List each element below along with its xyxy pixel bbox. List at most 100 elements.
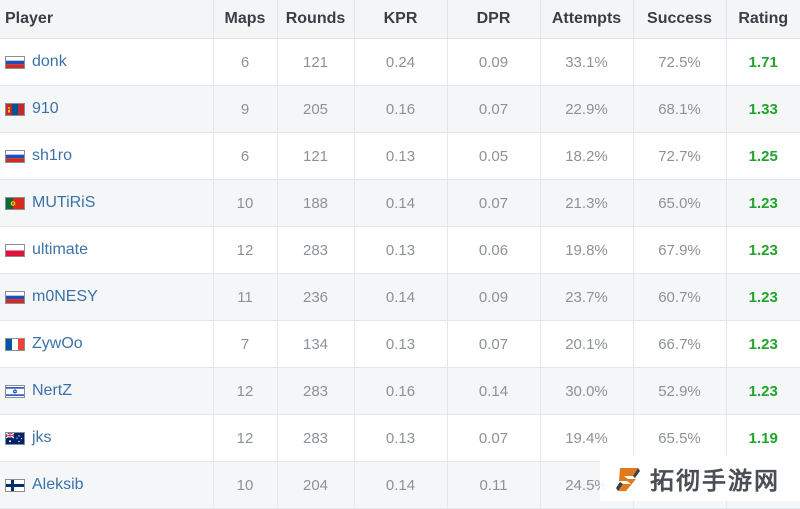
rating-cell: 1.19 — [726, 414, 800, 462]
success-cell: 67.9% — [633, 226, 727, 274]
attempts-cell: 33.1% — [540, 38, 634, 86]
rating-cell: 1.25 — [726, 132, 800, 180]
success-cell: 65.5% — [633, 414, 727, 462]
success-cell: 52.9% — [633, 367, 727, 415]
player-link[interactable]: m0NESY — [32, 288, 98, 305]
player-cell: ultimate — [0, 226, 214, 274]
player-link[interactable]: jks — [32, 429, 52, 446]
rounds-cell: 121 — [277, 38, 355, 86]
dpr-cell: 0.11 — [447, 461, 541, 509]
kpr-cell: 0.14 — [354, 461, 448, 509]
success-cell: 72.5% — [633, 38, 727, 86]
dpr-cell: 0.07 — [447, 179, 541, 227]
rating-cell: 1.23 — [726, 179, 800, 227]
table-row: jks 12 283 0.13 0.07 19.4% 65.5% 1.19 — [0, 414, 800, 462]
australia-flag-icon — [5, 431, 25, 445]
attempts-cell: 22.9% — [540, 85, 634, 133]
kpr-cell: 0.13 — [354, 132, 448, 180]
stylized-s-logo-icon — [616, 467, 640, 491]
kpr-cell: 0.13 — [354, 414, 448, 462]
rounds-cell: 283 — [277, 226, 355, 274]
rating-cell: 1.71 — [726, 38, 800, 86]
dpr-cell: 0.06 — [447, 226, 541, 274]
column-header-rounds[interactable]: Rounds — [277, 0, 355, 39]
dpr-cell: 0.07 — [447, 414, 541, 462]
france-flag-icon — [5, 337, 25, 351]
player-cell: donk — [0, 38, 214, 86]
player-link[interactable]: 910 — [32, 100, 59, 117]
dpr-cell: 0.07 — [447, 320, 541, 368]
success-cell: 60.7% — [633, 273, 727, 321]
rating-value: 1.71 — [748, 53, 778, 71]
attempts-cell: 18.2% — [540, 132, 634, 180]
attempts-cell: 23.7% — [540, 273, 634, 321]
player-link[interactable]: Aleksib — [32, 476, 84, 493]
maps-cell: 10 — [213, 179, 278, 227]
rounds-cell: 205 — [277, 85, 355, 133]
player-link[interactable]: ZywOo — [32, 335, 83, 352]
success-cell: 66.7% — [633, 320, 727, 368]
player-link[interactable]: ultimate — [32, 241, 89, 258]
player-cell: jks — [0, 414, 214, 462]
rating-cell: 1.23 — [726, 226, 800, 274]
rating-value: 1.23 — [748, 288, 778, 306]
success-cell: 72.7% — [633, 132, 727, 180]
success-cell: 68.1% — [633, 85, 727, 133]
player-link[interactable]: sh1ro — [32, 147, 73, 164]
player-link[interactable]: donk — [32, 53, 67, 70]
rating-value: 1.23 — [748, 335, 778, 353]
column-header-player[interactable]: Player — [0, 0, 214, 39]
table-row: ZywOo 7 134 0.13 0.07 20.1% 66.7% 1.23 — [0, 320, 800, 368]
player-cell: sh1ro — [0, 132, 214, 180]
rating-value: 1.23 — [748, 382, 778, 400]
kpr-cell: 0.14 — [354, 273, 448, 321]
table-row: MUTiRiS 10 188 0.14 0.07 21.3% 65.0% 1.23 — [0, 179, 800, 227]
maps-cell: 10 — [213, 461, 278, 509]
rating-value: 1.23 — [748, 241, 778, 259]
rounds-cell: 121 — [277, 132, 355, 180]
maps-cell: 11 — [213, 273, 278, 321]
finland-flag-icon — [5, 478, 25, 492]
rating-value: 1.25 — [748, 147, 778, 165]
column-header-success[interactable]: Success — [633, 0, 727, 39]
maps-cell: 12 — [213, 226, 278, 274]
rounds-cell: 134 — [277, 320, 355, 368]
success-cell: 65.0% — [633, 179, 727, 227]
table-row: sh1ro 6 121 0.13 0.05 18.2% 72.7% 1.25 — [0, 132, 800, 180]
column-header-attempts[interactable]: Attempts — [540, 0, 634, 39]
column-header-dpr[interactable]: DPR — [447, 0, 541, 39]
column-header-kpr[interactable]: KPR — [354, 0, 448, 39]
player-cell: ZywOo — [0, 320, 214, 368]
column-header-rating[interactable]: Rating — [726, 0, 800, 39]
player-link[interactable]: NertZ — [32, 382, 72, 399]
kpr-cell: 0.14 — [354, 179, 448, 227]
watermark: 拓彻手游网 — [600, 456, 800, 501]
israel-flag-icon — [5, 384, 25, 398]
dpr-cell: 0.07 — [447, 85, 541, 133]
player-cell: Aleksib — [0, 461, 214, 509]
column-header-maps[interactable]: Maps — [213, 0, 278, 39]
rounds-cell: 204 — [277, 461, 355, 509]
dpr-cell: 0.09 — [447, 38, 541, 86]
player-link[interactable]: MUTiRiS — [32, 194, 96, 211]
player-cell: m0NESY — [0, 273, 214, 321]
header-row: Player Maps Rounds KPR DPR Attempts Succ… — [0, 0, 800, 39]
russia-flag-icon — [5, 290, 25, 304]
attempts-cell: 21.3% — [540, 179, 634, 227]
player-cell: NertZ — [0, 367, 214, 415]
table-row: m0NESY 11 236 0.14 0.09 23.7% 60.7% 1.23 — [0, 273, 800, 321]
rounds-cell: 236 — [277, 273, 355, 321]
rating-cell: 1.33 — [726, 85, 800, 133]
rating-cell: 1.23 — [726, 367, 800, 415]
player-cell: MUTiRiS — [0, 179, 214, 227]
maps-cell: 6 — [213, 132, 278, 180]
russia-flag-icon — [5, 149, 25, 163]
watermark-text: 拓彻手游网 — [650, 467, 780, 495]
attempts-cell: 19.4% — [540, 414, 634, 462]
kpr-cell: 0.13 — [354, 226, 448, 274]
rating-cell: 1.23 — [726, 273, 800, 321]
maps-cell: 7 — [213, 320, 278, 368]
portugal-flag-icon — [5, 196, 25, 210]
attempts-cell: 19.8% — [540, 226, 634, 274]
